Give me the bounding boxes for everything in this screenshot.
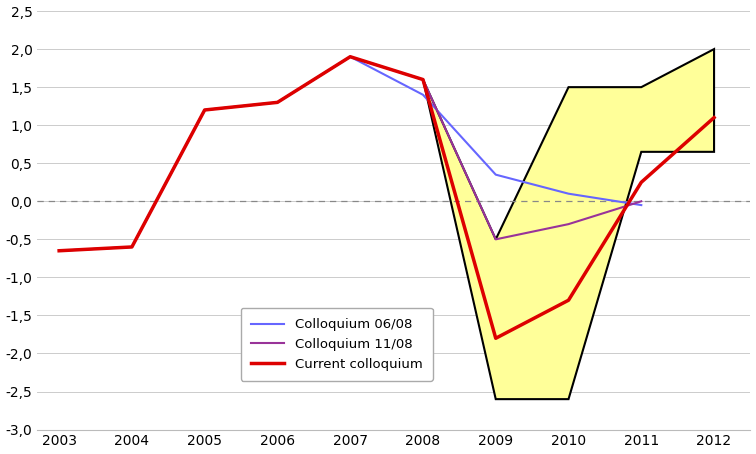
Colloquium 11/08 [54, 248, 64, 253]
Current colloquium [418, 77, 427, 82]
Colloquium 06/08 [273, 99, 282, 105]
Colloquium 11/08 [345, 54, 355, 59]
Current colloquium [273, 99, 282, 105]
Current colloquium [345, 54, 355, 59]
Colloquium 06/08 [200, 107, 209, 113]
Legend: Colloquium 06/08, Colloquium 11/08, Current colloquium: Colloquium 06/08, Colloquium 11/08, Curr… [240, 308, 433, 381]
Colloquium 06/08 [418, 92, 427, 98]
Current colloquium [637, 179, 646, 185]
Colloquium 06/08 [637, 202, 646, 208]
Line: Colloquium 06/08: Colloquium 06/08 [59, 57, 641, 251]
Current colloquium [127, 244, 136, 250]
Current colloquium [491, 336, 500, 341]
Colloquium 06/08 [345, 54, 355, 59]
Colloquium 06/08 [564, 191, 573, 197]
Colloquium 11/08 [273, 99, 282, 105]
Colloquium 11/08 [491, 237, 500, 242]
Colloquium 11/08 [127, 244, 136, 250]
Line: Colloquium 11/08: Colloquium 11/08 [59, 57, 641, 251]
Polygon shape [423, 49, 714, 399]
Current colloquium [710, 115, 719, 120]
Colloquium 06/08 [491, 172, 500, 178]
Colloquium 06/08 [127, 244, 136, 250]
Line: Current colloquium: Current colloquium [59, 57, 714, 338]
Current colloquium [200, 107, 209, 113]
Colloquium 06/08 [54, 248, 64, 253]
Colloquium 11/08 [564, 222, 573, 227]
Colloquium 11/08 [637, 198, 646, 204]
Current colloquium [54, 248, 64, 253]
Colloquium 11/08 [418, 77, 427, 82]
Current colloquium [564, 297, 573, 303]
Colloquium 11/08 [200, 107, 209, 113]
